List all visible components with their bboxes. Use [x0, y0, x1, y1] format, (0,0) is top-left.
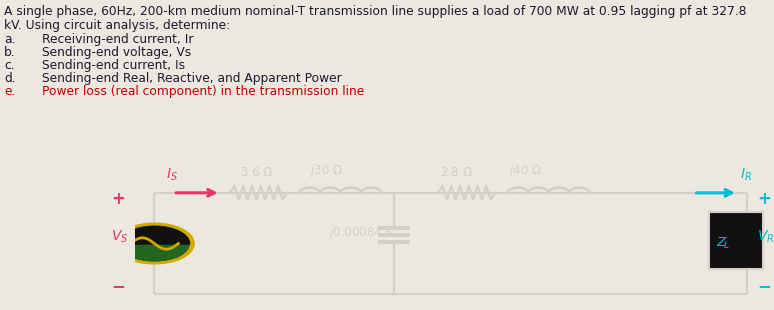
Text: Sending-end voltage, Vs: Sending-end voltage, Vs: [42, 46, 191, 59]
Text: −: −: [111, 277, 125, 295]
Text: $\mathit{V_S}$: $\mathit{V_S}$: [111, 228, 128, 245]
Text: Power loss (real component) in the transmission line: Power loss (real component) in the trans…: [42, 85, 365, 98]
Text: a.: a.: [4, 33, 15, 46]
Text: d.: d.: [4, 72, 15, 85]
Text: −: −: [757, 277, 771, 295]
Text: $3.6\ \Omega$: $3.6\ \Omega$: [239, 166, 272, 179]
Text: $j40\ \Omega$: $j40\ \Omega$: [508, 162, 542, 179]
Text: $j0.00084\ S$: $j0.00084\ S$: [328, 224, 394, 241]
Text: $\mathit{I_R}$: $\mathit{I_R}$: [740, 166, 752, 183]
Text: c.: c.: [4, 59, 15, 72]
Text: A single phase, 60Hz, 200-km medium nominal-T transmission line supplies a load : A single phase, 60Hz, 200-km medium nomi…: [4, 5, 746, 18]
Text: +: +: [111, 190, 125, 208]
Text: e.: e.: [4, 85, 15, 98]
Text: Sending-end current, Is: Sending-end current, Is: [42, 59, 185, 72]
Text: $\mathit{I_S}$: $\mathit{I_S}$: [166, 166, 178, 183]
Text: $Z_{\!L}$: $Z_{\!L}$: [716, 236, 730, 251]
Text: $j30\ \Omega$: $j30\ \Omega$: [309, 162, 343, 179]
Text: $2.8\ \Omega$: $2.8\ \Omega$: [440, 166, 472, 179]
Text: kV. Using circuit analysis, determine:: kV. Using circuit analysis, determine:: [4, 19, 230, 32]
Text: Sending-end Real, Reactive, and Apparent Power: Sending-end Real, Reactive, and Apparent…: [42, 72, 342, 85]
Circle shape: [120, 226, 189, 261]
Text: +: +: [757, 190, 771, 208]
Text: Receiving-end current, Ir: Receiving-end current, Ir: [42, 33, 194, 46]
Circle shape: [115, 224, 194, 263]
Bar: [710, 212, 763, 269]
Text: b.: b.: [4, 46, 15, 59]
Circle shape: [120, 226, 189, 261]
Text: $\mathit{V_R}$: $\mathit{V_R}$: [757, 228, 774, 245]
